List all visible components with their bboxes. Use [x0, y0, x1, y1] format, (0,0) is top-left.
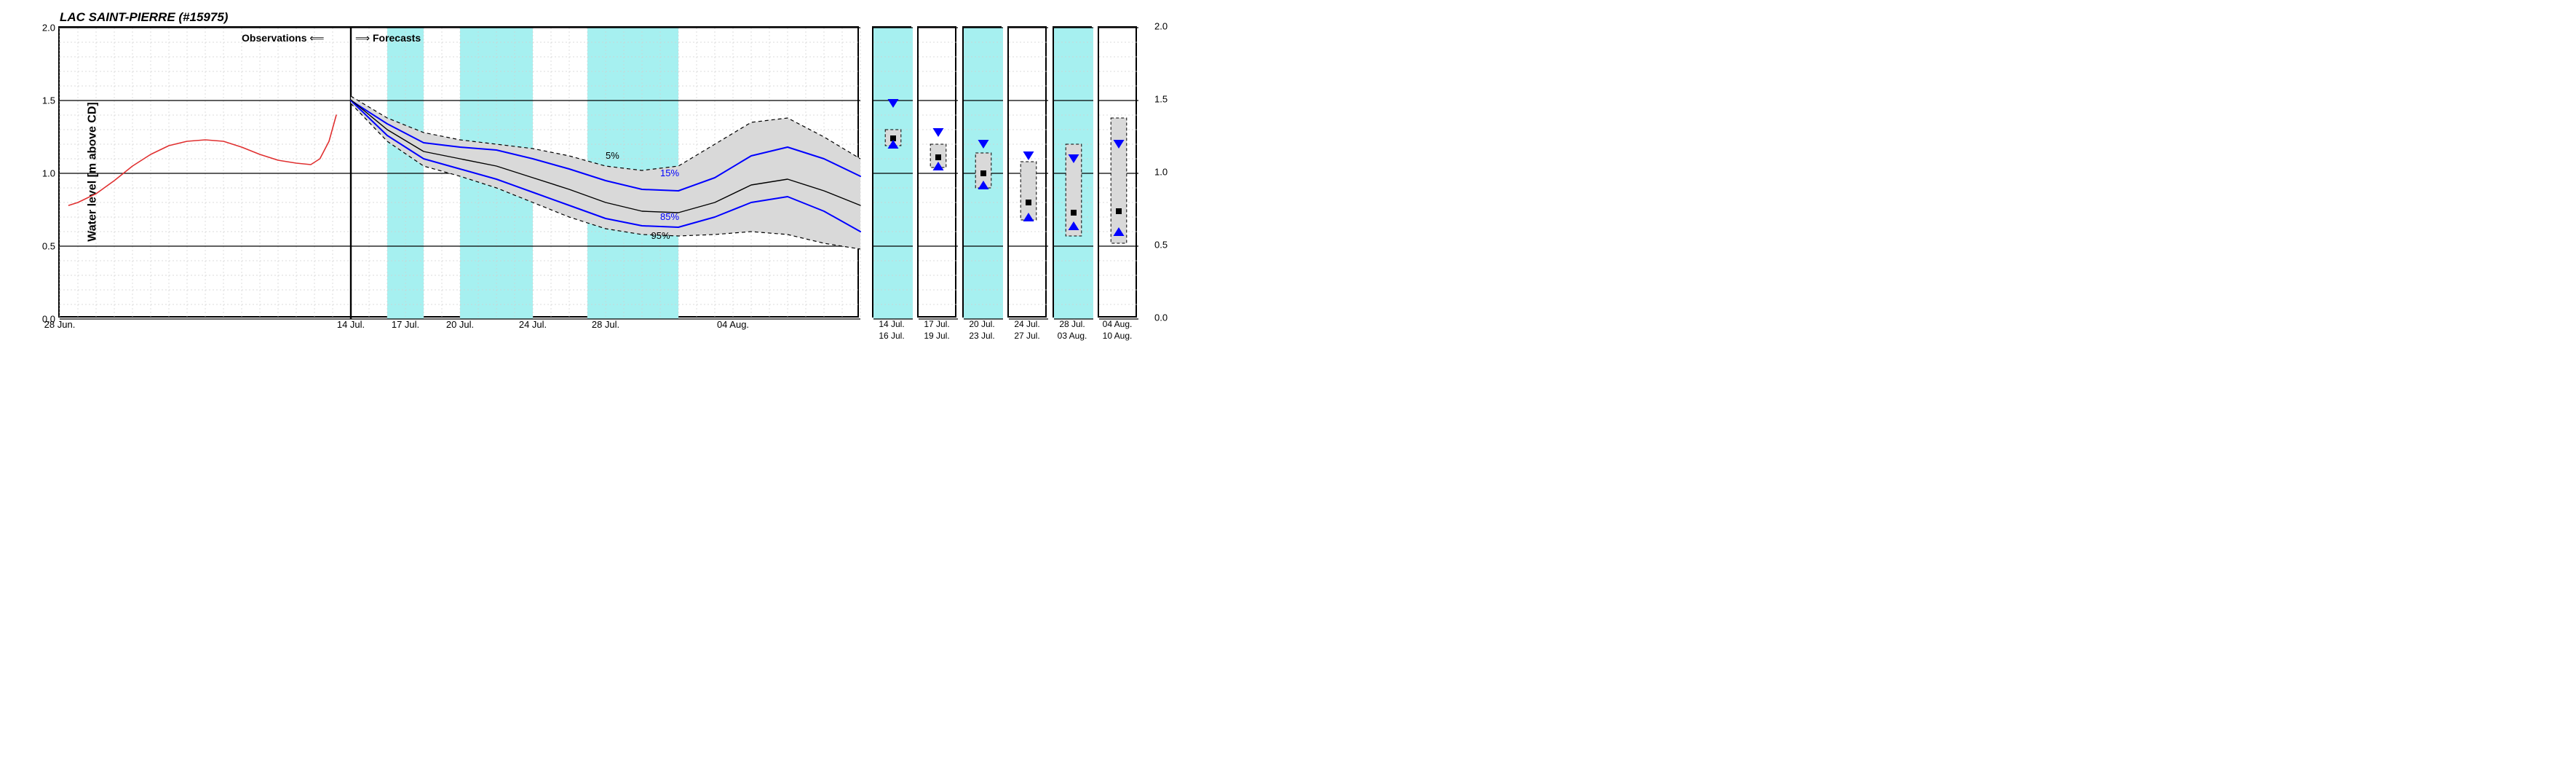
- ytick-left: 1.0: [42, 168, 55, 179]
- forecast-panel: 04 Aug.10 Aug.: [1098, 26, 1137, 318]
- ytick-right: 0.0: [1154, 312, 1168, 323]
- ytick-right: 0.5: [1154, 240, 1168, 251]
- xtick: 28 Jun.: [44, 319, 76, 330]
- ytick-left: 0.5: [42, 241, 55, 252]
- svg-text:95%: 95%: [651, 230, 670, 241]
- panel-date-label: 28 Jul.03 Aug.: [1058, 319, 1087, 342]
- svg-text:85%: 85%: [660, 211, 679, 222]
- xtick: 28 Jul.: [592, 319, 619, 330]
- xtick: 04 Aug.: [717, 319, 749, 330]
- panel-date-label: 24 Jul.27 Jul.: [1014, 319, 1039, 342]
- forecast-panel: 28 Jul.03 Aug.: [1053, 26, 1092, 318]
- xtick: 17 Jul.: [392, 319, 419, 330]
- forecast-panel: 17 Jul.19 Jul.: [917, 26, 956, 318]
- observations-label: Observations ⟸: [242, 32, 324, 44]
- ytick-left: 2.0: [42, 23, 55, 34]
- xtick: 20 Jul.: [446, 319, 474, 330]
- panel-date-label: 04 Aug.10 Aug.: [1103, 319, 1133, 342]
- panel-date-label: 17 Jul.19 Jul.: [924, 319, 949, 342]
- forecasts-label: ⟹ Forecasts: [355, 32, 421, 44]
- ytick-right: 2.0: [1154, 21, 1168, 32]
- panel-date-label: 14 Jul.16 Jul.: [879, 319, 904, 342]
- svg-text:15%: 15%: [660, 168, 679, 178]
- forecast-panel: 14 Jul.16 Jul.: [872, 26, 911, 318]
- forecast-panels: 14 Jul.16 Jul.17 Jul.19 Jul.20 Jul.23 Ju…: [872, 26, 1137, 318]
- svg-text:5%: 5%: [606, 150, 619, 161]
- chart-title: LAC SAINT-PIERRE (#15975): [60, 10, 228, 25]
- xtick: 24 Jul.: [519, 319, 547, 330]
- main-chart: LAC SAINT-PIERRE (#15975) Water level [m…: [58, 26, 859, 318]
- xtick: 14 Jul.: [337, 319, 365, 330]
- forecast-panel: 24 Jul.27 Jul.: [1007, 26, 1047, 318]
- figure-container: LAC SAINT-PIERRE (#15975) Water level [m…: [9, 9, 2567, 350]
- ytick-right: 1.5: [1154, 94, 1168, 105]
- ytick-right: 1.0: [1154, 167, 1168, 178]
- ytick-left: 1.5: [42, 95, 55, 106]
- forecast-panel: 20 Jul.23 Jul.: [962, 26, 1002, 318]
- panel-date-label: 20 Jul.23 Jul.: [969, 319, 994, 342]
